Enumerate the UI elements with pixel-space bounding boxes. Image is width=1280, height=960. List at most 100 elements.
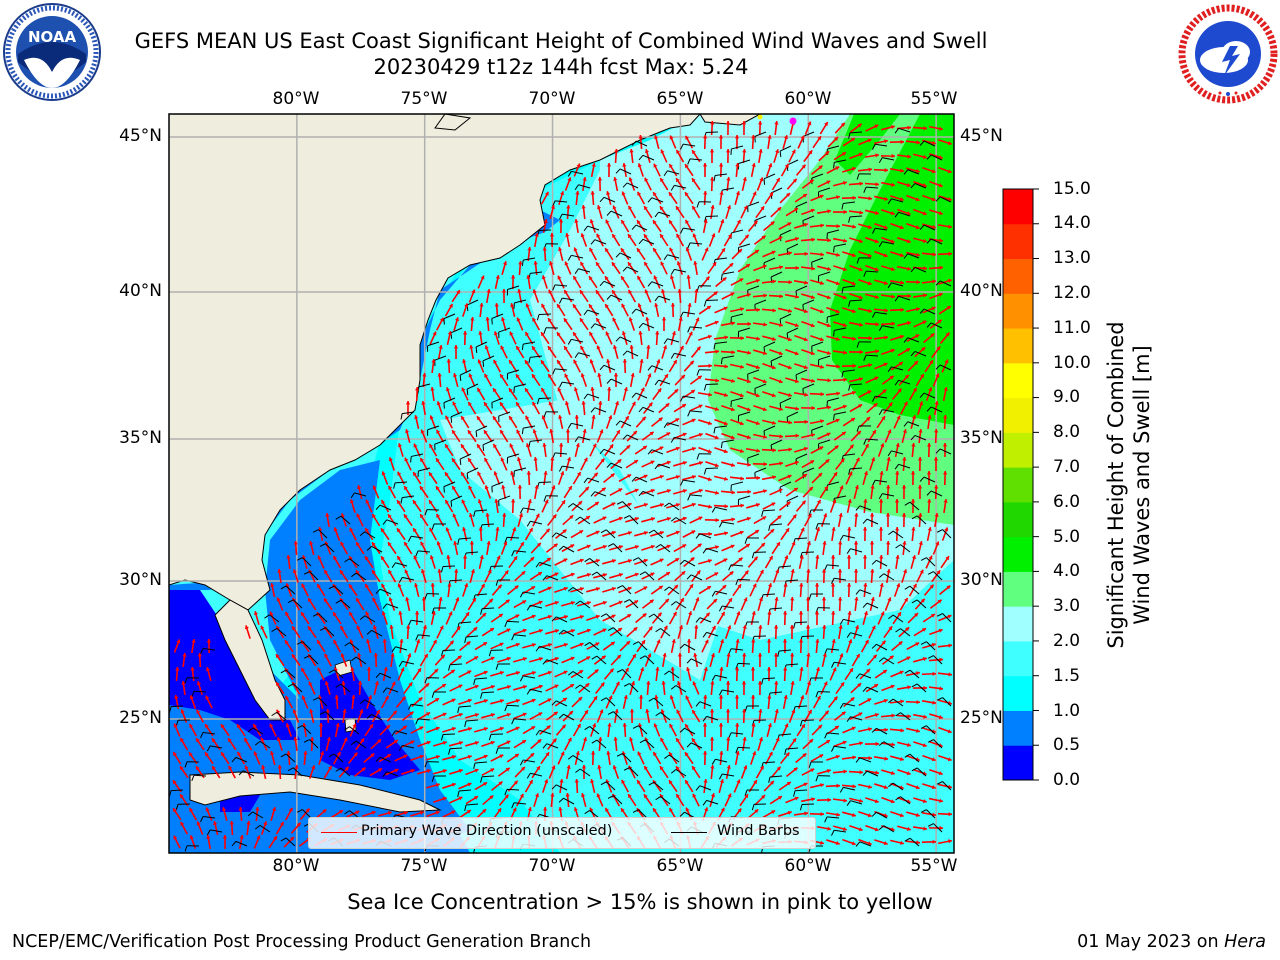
- wave-arrow-head: [676, 233, 681, 238]
- wave-arrow-head: [662, 345, 668, 350]
- wave-arrow-head: [854, 625, 860, 630]
- wind-barb: [402, 576, 415, 581]
- wave-arrow-head: [333, 527, 338, 532]
- wave-arrow-head: [673, 360, 677, 365]
- wind-barb-flag: [415, 634, 419, 641]
- wind-barb-flag: [833, 330, 835, 337]
- wind-barb: [683, 227, 696, 231]
- wave-arrow-head: [840, 682, 845, 687]
- wind-barb-flag: [695, 617, 701, 623]
- wave-arrow-head: [404, 542, 408, 547]
- wave-arrow-head: [480, 275, 485, 280]
- wave-arrow-head: [653, 275, 658, 280]
- wind-barb-flag: [696, 369, 700, 376]
- wave-arrow-head: [677, 653, 683, 657]
- wave-arrow-head: [859, 798, 863, 803]
- wave-arrow-head: [896, 583, 901, 588]
- wind-barb: [722, 521, 735, 525]
- wave-arrow-head: [365, 528, 369, 533]
- wind-barb: [705, 131, 719, 134]
- wave-arrow-head: [810, 323, 815, 328]
- wave-arrow-head: [429, 443, 434, 448]
- wave-arrow-head: [694, 625, 699, 629]
- wave-arrow-head: [656, 359, 661, 364]
- wave-arrow-head: [811, 237, 815, 242]
- wind-barb: [900, 712, 911, 721]
- wave-arrow-head: [660, 737, 665, 742]
- wave-arrow-head: [598, 737, 603, 741]
- wind-barb-flag: [935, 280, 941, 286]
- wave-arrow-head: [173, 835, 178, 840]
- wind-barb: [530, 688, 543, 693]
- wind-barb: [722, 355, 735, 359]
- wind-barb: [786, 327, 799, 334]
- wave-arrow-head: [527, 247, 532, 251]
- wind-barb: [546, 743, 559, 749]
- wind-barb-flag: [287, 767, 294, 772]
- wave-arrow-head: [719, 191, 724, 195]
- wave-arrow-head: [792, 514, 797, 519]
- wave-arrow-head: [869, 513, 875, 517]
- wave-arrow-head: [602, 600, 607, 605]
- wind-barb: [402, 744, 415, 749]
- wave-arrow-head: [726, 205, 732, 210]
- wave-arrow-head: [641, 416, 646, 421]
- wind-barb-flag: [713, 427, 716, 434]
- wave-arrow-head: [402, 725, 407, 730]
- wave-arrow-head: [196, 738, 200, 743]
- wind-barb-flag: [824, 732, 828, 739]
- wind-barb-flag: [841, 203, 844, 210]
- wave-arrow-head: [574, 415, 579, 419]
- wave-arrow-head: [286, 751, 291, 755]
- wave-arrow-head: [404, 457, 409, 462]
- wind-barb: [674, 436, 687, 441]
- wind-barb-flag: [303, 739, 310, 743]
- wave-arrow-head: [836, 812, 840, 817]
- wave-arrow-head: [477, 359, 482, 364]
- wave-arrow-head: [421, 401, 426, 405]
- wave-arrow-head: [612, 765, 617, 770]
- wind-barb: [530, 604, 543, 609]
- wave-arrow-head: [499, 698, 504, 704]
- wave-arrow-head: [482, 613, 487, 617]
- wind-barb-flag: [511, 802, 515, 809]
- wave-arrow-head: [462, 331, 468, 335]
- wave-arrow-head: [665, 572, 670, 576]
- wave-arrow-head: [835, 281, 840, 286]
- wave-arrow-head: [725, 121, 731, 125]
- wind-barb-flag: [911, 683, 918, 688]
- wave-arrow-head: [594, 502, 599, 506]
- wind-barb: [619, 420, 632, 427]
- wave-arrow-head: [688, 611, 693, 616]
- wave-arrow-head: [875, 322, 879, 327]
- wave-arrow-head: [874, 799, 879, 804]
- wave-arrow-head: [382, 639, 387, 643]
- wave-arrow-head: [611, 614, 616, 619]
- wave-arrow-head: [938, 771, 943, 776]
- wave-arrow-head: [432, 331, 437, 336]
- wind-barb-flag: [574, 184, 579, 190]
- wave-arrow-head: [838, 625, 843, 629]
- wave-arrow-head: [438, 345, 443, 349]
- wind-barb: [642, 406, 655, 413]
- wind-barb: [572, 755, 584, 763]
- wave-arrow-head: [229, 821, 234, 825]
- wave-arrow-head: [589, 304, 593, 309]
- wind-barb: [474, 677, 488, 680]
- wave-arrow-head: [690, 557, 695, 562]
- wave-arrow-head: [634, 516, 639, 522]
- wave-arrow-head: [803, 446, 808, 452]
- wave-arrow-head: [595, 642, 600, 647]
- wave-arrow-head: [445, 527, 450, 532]
- wind-barb-flag: [878, 573, 885, 578]
- wave-arrow-head: [934, 429, 939, 433]
- wind-barb: [675, 769, 687, 777]
- wave-arrow-head: [730, 544, 735, 549]
- wave-arrow-head: [493, 471, 498, 476]
- wind-barb: [411, 703, 424, 707]
- wave-arrow-head: [659, 446, 664, 451]
- wind-barb: [668, 670, 680, 679]
- wave-arrow-head: [446, 555, 451, 559]
- wave-arrow-head: [697, 543, 702, 548]
- wind-barb: [622, 669, 632, 679]
